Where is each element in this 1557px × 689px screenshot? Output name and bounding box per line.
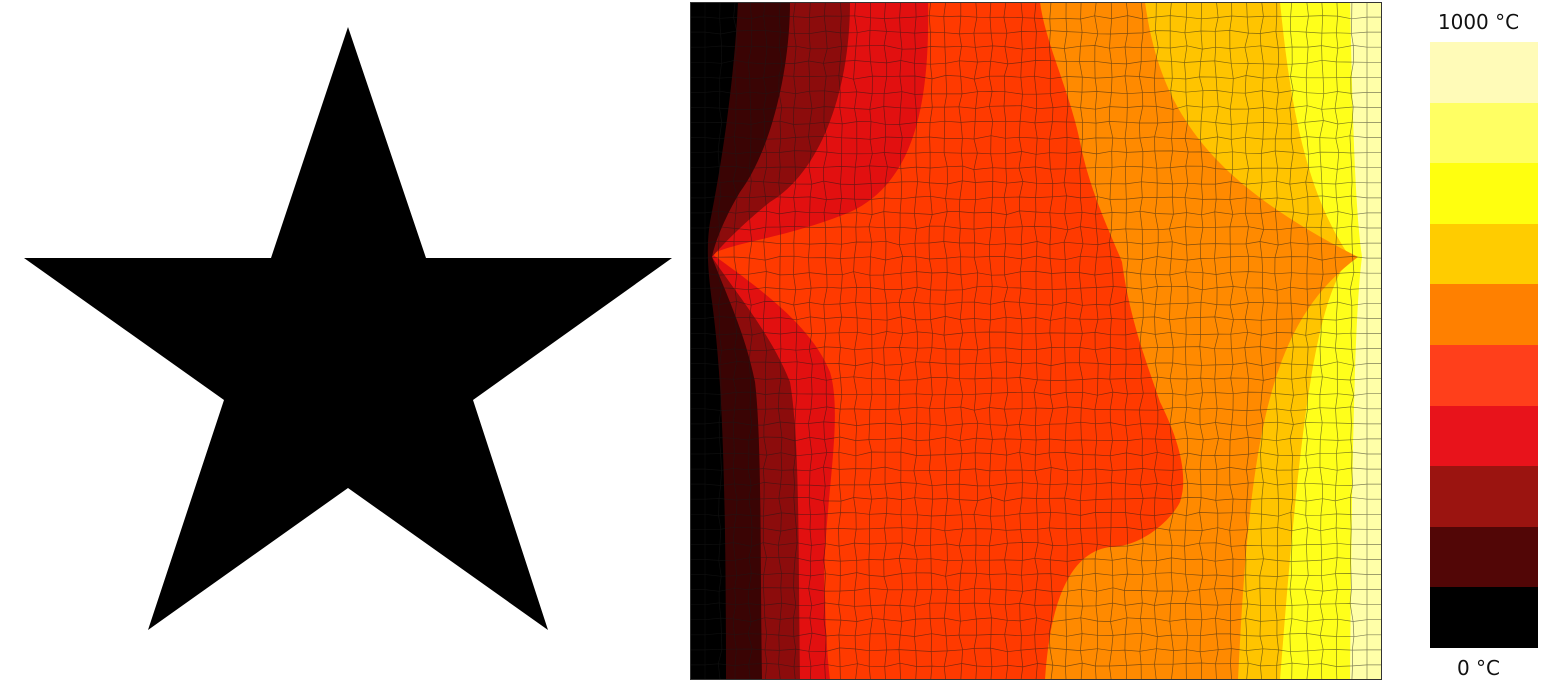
temperature-contour-plot <box>690 2 1382 680</box>
colorbar-band-7 <box>1430 406 1538 467</box>
star-icon <box>0 0 690 684</box>
star-shape-panel <box>0 0 690 684</box>
colorbar-max-label: 1000 °C <box>1400 10 1557 34</box>
colorbar-band-2 <box>1430 103 1538 164</box>
colorbar-band-3 <box>1430 163 1538 224</box>
colorbar-band-4 <box>1430 224 1538 285</box>
colorbar-min-label: 0 °C <box>1400 656 1557 680</box>
colorbar-band-10 <box>1430 587 1538 648</box>
colorbar-band-9 <box>1430 527 1538 588</box>
colorbar-band-5 <box>1430 284 1538 345</box>
colorbar-band-1 <box>1430 42 1538 103</box>
contour-map <box>690 2 1382 680</box>
colorbar-band-8 <box>1430 466 1538 527</box>
colorbar-band-6 <box>1430 345 1538 406</box>
colorbar-gradient <box>1430 42 1538 648</box>
colorbar-legend: 1000 °C 0 °C <box>1400 0 1557 684</box>
